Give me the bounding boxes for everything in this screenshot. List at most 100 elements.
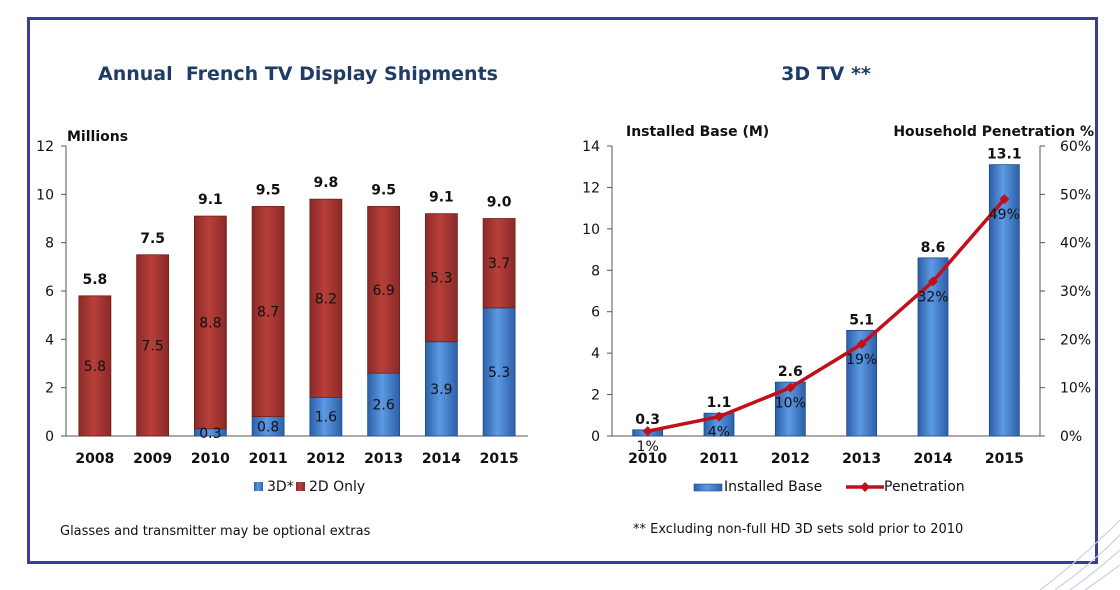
right-y2-tick-label: 50% — [1060, 187, 1091, 203]
right-y2-tick-label: 10% — [1060, 381, 1091, 397]
installed-base-value-label: 13.1 — [987, 147, 1022, 163]
left-y-axis-label: Millions — [67, 129, 128, 145]
bar-2d-segment — [482, 218, 516, 309]
right-chart-title: 3D TV ** — [781, 63, 871, 85]
right-y2-tick-label: 60% — [1060, 139, 1091, 155]
penetration-value-label: 19% — [846, 352, 877, 368]
right-y2-axis-label: Household Penetration % — [893, 124, 1094, 140]
penetration-value-label: 49% — [989, 207, 1020, 223]
right-y2-tick-label: 0% — [1060, 429, 1082, 445]
bar-3d-value-label: 0.3 — [199, 426, 221, 442]
penetration-point — [999, 194, 1010, 205]
bar-2d-value-label: 7.5 — [141, 338, 163, 354]
penetration-value-label: 4% — [708, 425, 730, 441]
left-x-tick-label: 2015 — [480, 451, 519, 467]
corner-decoration — [1039, 519, 1120, 590]
penetration-point — [785, 382, 796, 393]
right-y2-tick-label: 20% — [1060, 332, 1091, 348]
bar-total-label: 9.1 — [429, 190, 454, 206]
bar-2d-segment — [424, 213, 458, 343]
right-y-tick-label: 10 — [582, 222, 600, 238]
right-y-axis-label: Installed Base (M) — [626, 124, 769, 140]
left-y-tick-label: 6 — [45, 284, 54, 300]
bar-total-label: 9.5 — [371, 182, 396, 198]
left-chart-note: Glasses and transmitter may be optional … — [60, 524, 371, 539]
installed-base-bar — [846, 329, 878, 437]
bar-total-label: 9.8 — [313, 175, 338, 191]
left-y-tick-label: 2 — [45, 381, 54, 397]
bar-3d-segment — [367, 372, 401, 437]
penetration-point — [714, 411, 724, 422]
right-x-tick-label: 2010 — [628, 451, 667, 467]
penetration-value-label: 10% — [775, 396, 806, 412]
left-chart-title: Annual French TV Display Shipments — [98, 63, 498, 85]
legend-label-installed-base: Installed Base — [724, 479, 822, 495]
left-y-tick-label: 0 — [45, 429, 54, 445]
right-y2-tick-label: 30% — [1060, 284, 1091, 300]
bar-2d-value-label: 3.7 — [488, 256, 510, 272]
left-x-tick-label: 2014 — [422, 451, 461, 467]
bar-3d-value-label: 5.3 — [488, 365, 510, 381]
bar-total-label: 5.8 — [82, 272, 107, 288]
right-x-tick-label: 2015 — [985, 451, 1024, 467]
right-x-tick-label: 2014 — [914, 451, 953, 467]
right-y-tick-label: 0 — [591, 429, 600, 445]
left-y-tick-label: 10 — [36, 187, 54, 203]
left-y-tick-label: 4 — [45, 332, 54, 348]
bar-total-label: 9.5 — [256, 182, 281, 198]
bar-3d-segment — [309, 396, 343, 437]
left-y-tick-label: 12 — [36, 139, 54, 155]
penetration-value-label: 32% — [917, 289, 948, 305]
installed-base-value-label: 1.1 — [707, 395, 732, 411]
bar-2d-value-label: 5.3 — [430, 271, 452, 287]
right-y-tick-label: 6 — [591, 305, 600, 321]
bar-2d-segment — [309, 198, 343, 398]
installed-base-bar — [917, 257, 949, 437]
bar-3d-value-label: 3.9 — [430, 382, 452, 398]
left-x-tick-label: 2012 — [306, 451, 345, 467]
left-x-tick-label: 2013 — [364, 451, 403, 467]
bar-2d-value-label: 8.7 — [257, 305, 279, 321]
bar-2d-segment — [367, 206, 401, 374]
left-x-tick-label: 2011 — [249, 451, 288, 467]
bar-2d-value-label: 8.2 — [315, 291, 337, 307]
penetration-point — [856, 339, 867, 350]
bar-3d-value-label: 1.6 — [315, 410, 337, 426]
right-y-tick-label: 8 — [591, 263, 600, 279]
bar-2d-value-label: 6.9 — [372, 283, 394, 299]
installed-base-bar — [988, 164, 1020, 437]
right-y-tick-label: 14 — [582, 139, 600, 155]
bar-total-label: 9.1 — [198, 192, 223, 208]
bar-3d-value-label: 2.6 — [372, 398, 394, 414]
penetration-point — [642, 426, 653, 437]
left-x-tick-label: 2008 — [75, 451, 114, 467]
left-chart-plot: 0 2 4 6 8 10 12 5.8 5.8 2008 7.5 7.5 2009 0.3 8.8 9.1 20… — [36, 139, 528, 495]
right-y-tick-label: 2 — [591, 388, 600, 404]
right-chart-note: ** Excluding non-full HD 3D sets sold pr… — [633, 522, 963, 537]
legend-swatch-installed-base — [693, 483, 723, 492]
installed-base-value-label: 0.3 — [635, 412, 660, 428]
penetration-point — [928, 276, 938, 287]
bar-2d-segment — [136, 254, 170, 437]
bar-total-label: 7.5 — [140, 231, 165, 247]
penetration-value-label: 1% — [637, 439, 659, 455]
legend-label-penetration: Penetration — [884, 479, 965, 495]
bar-2d-value-label: 5.8 — [84, 359, 106, 375]
right-y2-tick-label: 40% — [1060, 236, 1091, 252]
bar-2d-value-label: 8.8 — [199, 315, 221, 331]
right-x-tick-label: 2011 — [700, 451, 739, 467]
left-y-tick-label: 8 — [45, 236, 54, 252]
left-x-tick-label: 2010 — [191, 451, 230, 467]
installed-base-value-label: 8.6 — [921, 240, 946, 256]
left-x-tick-label: 2009 — [133, 451, 172, 467]
right-x-tick-label: 2013 — [842, 451, 881, 467]
penetration-line — [647, 198, 1006, 433]
legend-swatch-2d — [296, 482, 305, 491]
bar-total-label: 9.0 — [487, 195, 512, 211]
right-y-tick-label: 12 — [582, 180, 600, 196]
right-x-tick-label: 2012 — [771, 451, 810, 467]
legend-marker-penetration — [860, 482, 870, 492]
legend-label-2d: 2D Only — [309, 479, 365, 495]
bar-2d-segment — [78, 295, 112, 437]
